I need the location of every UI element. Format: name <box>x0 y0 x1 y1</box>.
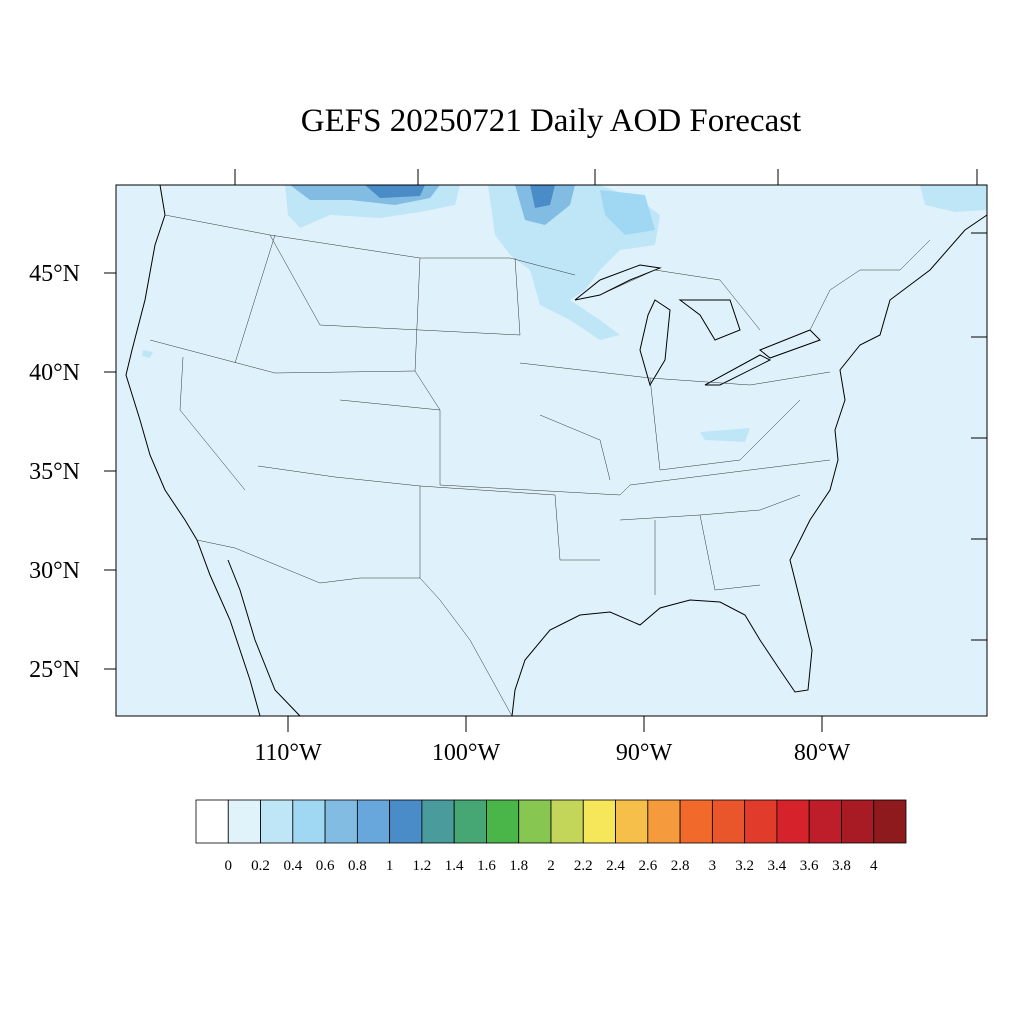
lat-label: 45°N <box>29 261 80 287</box>
lake <box>704 354 772 386</box>
colorbar-label: 2.6 <box>638 858 657 874</box>
colorbar-label: 2 <box>547 858 555 874</box>
colorbar-label: 1.8 <box>509 858 528 874</box>
colorbar-box <box>873 799 907 844</box>
map-frame <box>115 184 988 717</box>
colorbar-label: 2.8 <box>671 858 690 874</box>
lake <box>678 299 741 341</box>
lat-label: 35°N <box>29 459 80 485</box>
lon-labels: 110°W 100°W 90°W 80°W <box>254 740 850 766</box>
lon-label: 90°W <box>616 740 673 766</box>
colorbar-box <box>711 799 746 844</box>
colorbar-box <box>356 799 391 844</box>
colorbar-label: 2.2 <box>574 858 593 874</box>
colorbar-box <box>518 799 552 844</box>
colorbar-label: 0.4 <box>283 858 302 874</box>
colorbar-box <box>486 799 520 844</box>
map-title: GEFS 20250721 Daily AOD Forecast <box>301 103 801 139</box>
colorbar-box <box>582 799 616 844</box>
colorbar: 0 0.2 0.4 0.6 0.8 1 1.2 1.4 1.6 1.8 2 2.2 2.4 2.6 2.8 3… <box>195 799 907 874</box>
coastline <box>511 214 988 717</box>
coastline <box>227 559 301 717</box>
colorbar-label: 1.4 <box>445 858 464 874</box>
colorbar-label: 4 <box>870 858 878 874</box>
lake <box>639 299 671 387</box>
colorbar-box <box>195 799 229 844</box>
colorbar-box <box>647 799 681 844</box>
border <box>196 539 513 717</box>
colorbar-label: 3.2 <box>735 858 754 874</box>
colorbar-label: 0.2 <box>251 858 270 874</box>
colorbar-label: 1.6 <box>477 858 496 874</box>
colorbar-box <box>744 799 778 844</box>
tick-marks <box>104 169 987 732</box>
aod-plume <box>365 185 425 198</box>
colorbar-box <box>389 799 423 844</box>
lat-label: 30°N <box>29 558 80 584</box>
colorbar-box <box>550 799 584 844</box>
map-area <box>104 169 988 732</box>
lake <box>759 329 821 359</box>
colorbar-label: 3.6 <box>800 858 819 874</box>
aod-plume <box>600 190 655 235</box>
colorbar-box <box>292 799 326 844</box>
aod-plume <box>700 428 750 442</box>
state-line <box>149 234 831 595</box>
aod-plume <box>142 350 153 358</box>
colorbar-box <box>324 799 358 844</box>
colorbar-box <box>679 799 713 844</box>
lon-label: 100°W <box>432 740 501 766</box>
aod-plume <box>530 185 555 208</box>
colorbar-box <box>421 799 455 844</box>
colorbar-label: 0.6 <box>316 858 335 874</box>
lon-label: 110°W <box>254 740 322 766</box>
colorbar-box <box>260 799 294 844</box>
colorbar-box <box>808 799 842 844</box>
coastline <box>125 184 261 717</box>
colorbar-box <box>227 799 261 844</box>
lon-label: 80°W <box>794 740 851 766</box>
colorbar-label: 3.4 <box>768 858 787 874</box>
colorbar-box <box>841 799 875 844</box>
colorbar-label: 0 <box>225 858 233 874</box>
aod-plume <box>920 185 987 212</box>
colorbar-box <box>453 799 487 844</box>
colorbar-label: 2.4 <box>606 858 625 874</box>
colorbar-label: 0.8 <box>348 858 367 874</box>
lat-label: 25°N <box>29 657 80 683</box>
colorbar-label: 1.2 <box>413 858 432 874</box>
colorbar-label: 3.8 <box>832 858 851 874</box>
colorbar-label: 1 <box>386 858 394 874</box>
colorbar-box <box>776 799 810 844</box>
lat-label: 40°N <box>29 360 80 386</box>
colorbar-box <box>615 799 649 844</box>
colorbar-label: 3 <box>709 858 717 874</box>
lat-labels: 45°N 40°N 35°N 30°N 25°N <box>29 261 80 683</box>
